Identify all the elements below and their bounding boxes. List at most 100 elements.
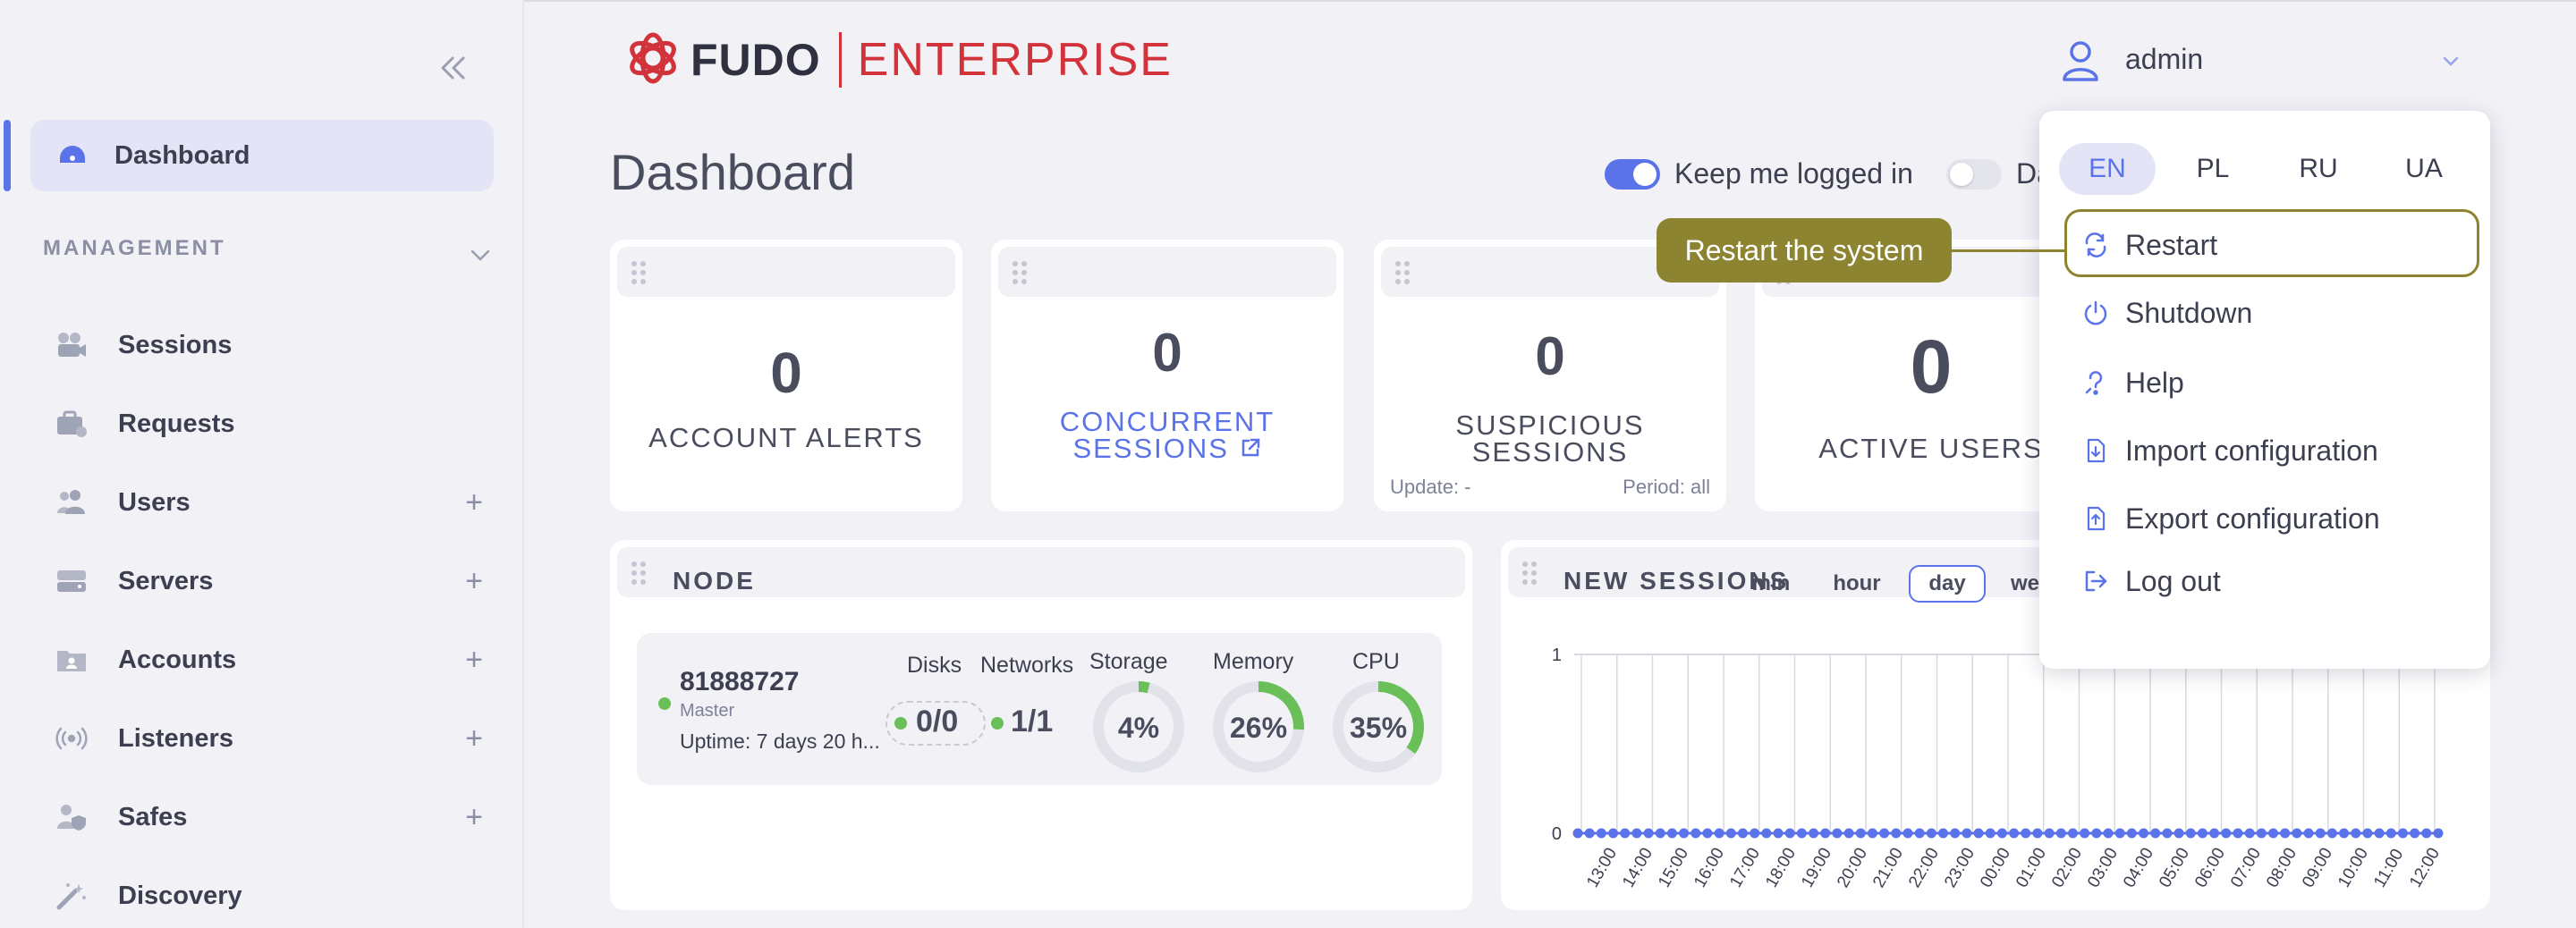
lang-pl-button[interactable]: PL xyxy=(2196,154,2230,183)
cpu-header: CPU xyxy=(1352,649,1400,674)
fudo-logo: FUDO ENTERPRISE xyxy=(626,29,1173,91)
card-drag-handle[interactable] xyxy=(998,247,1336,297)
sidebar-item-listeners[interactable]: Listeners + xyxy=(54,712,483,765)
concurrent-sessions-link[interactable]: SESSIONS xyxy=(991,429,1343,468)
restart-icon xyxy=(2080,230,2111,260)
log-out-menu-item[interactable]: Log out xyxy=(2080,554,2465,608)
suspicious-sessions-label-line2: SESSIONS xyxy=(1471,436,1629,468)
drag-handle-icon[interactable] xyxy=(1521,560,1538,586)
data-point xyxy=(1820,828,1831,839)
node-card: NODE 81888727 Master Uptime: 7 days 20 h… xyxy=(610,540,1472,910)
external-link-icon[interactable] xyxy=(1239,436,1262,460)
restart-menu-item[interactable]: Restart xyxy=(2080,218,2465,272)
card-drag-handle[interactable] xyxy=(617,247,955,297)
sidebar-item-users[interactable]: Users + xyxy=(54,476,483,529)
data-point xyxy=(1914,828,1925,839)
sidebar-item-sessions[interactable]: Sessions xyxy=(54,318,483,372)
active-users-value: 0 xyxy=(1910,325,1953,409)
keep-logged-in-toggle[interactable] xyxy=(1605,159,1660,190)
lang-ua-button[interactable]: UA xyxy=(2405,154,2443,183)
concurrent-sessions-link-line2[interactable]: SESSIONS xyxy=(1072,433,1229,464)
sidebar-item-label: Listeners xyxy=(118,723,233,753)
logo-mark-icon xyxy=(626,31,680,89)
data-point xyxy=(1702,828,1713,839)
x-tick-label: 17:00 xyxy=(1726,845,1764,891)
sidebar-item-label: Dashboard xyxy=(114,140,250,170)
collapse-sidebar-icon[interactable] xyxy=(433,48,472,88)
data-point xyxy=(2244,828,2255,839)
add-accounts-button[interactable]: + xyxy=(465,642,483,677)
range-hour-button[interactable]: hour xyxy=(1833,571,1881,595)
sidebar-item-accounts[interactable]: Accounts + xyxy=(54,633,483,687)
sidebar-item-discovery[interactable]: Discovery xyxy=(54,869,483,923)
drag-handle-icon[interactable] xyxy=(630,259,648,286)
users-icon xyxy=(54,485,89,520)
sidebar-item-label: Users xyxy=(118,487,191,517)
sidebar-item-servers[interactable]: Servers + xyxy=(54,554,483,608)
drag-handle-icon[interactable] xyxy=(630,560,648,586)
card-drag-handle[interactable] xyxy=(617,547,1465,597)
data-point xyxy=(2256,828,2267,839)
concurrent-sessions-link-line1[interactable]: CONCURRENT xyxy=(1059,406,1275,437)
data-point xyxy=(1690,828,1701,839)
export-configuration-menu-item[interactable]: Export configuration xyxy=(2080,492,2465,545)
y-tick-label: 0 xyxy=(1552,824,1562,844)
lang-ru-button[interactable]: RU xyxy=(2299,154,2338,183)
drag-handle-icon[interactable] xyxy=(1394,259,1411,286)
user-icon[interactable] xyxy=(2061,39,2100,82)
data-point xyxy=(1950,828,1961,839)
data-point xyxy=(2162,828,2173,839)
keep-logged-in-label: Keep me logged in xyxy=(1674,157,1913,190)
x-tick-label: 00:00 xyxy=(1977,845,2014,891)
briefcase-icon xyxy=(54,406,89,442)
networks-status-dot xyxy=(991,717,1004,730)
data-point xyxy=(1596,828,1606,839)
data-point xyxy=(2362,828,2373,839)
node-row[interactable]: 81888727 Master Uptime: 7 days 20 h... D… xyxy=(637,633,1442,785)
sidebar-item-requests[interactable]: Requests xyxy=(54,397,483,451)
secondary-toggle[interactable] xyxy=(1946,159,2002,190)
data-point xyxy=(2397,828,2408,839)
lang-en-button[interactable]: EN xyxy=(2059,143,2156,195)
shutdown-menu-item[interactable]: Shutdown xyxy=(2080,286,2465,340)
add-users-button[interactable]: + xyxy=(465,485,483,519)
node-role: Master xyxy=(680,701,735,721)
data-point xyxy=(2009,828,2020,839)
menu-item-label: Help xyxy=(2125,366,2184,399)
data-point xyxy=(2114,828,2125,839)
new-sessions-title: NEW SESSIONS xyxy=(1563,567,1790,595)
data-point xyxy=(1784,828,1795,839)
range-day-button[interactable]: day xyxy=(1909,565,1986,603)
restart-tooltip: Restart the system xyxy=(1657,218,1952,283)
data-point xyxy=(2268,828,2279,839)
import-configuration-menu-item[interactable]: Import configuration xyxy=(2080,424,2465,477)
range-min-button[interactable]: min xyxy=(1751,571,1791,595)
data-point xyxy=(1902,828,1913,839)
x-tick-label: 21:00 xyxy=(1869,845,1907,891)
active-indicator xyxy=(4,120,11,191)
sidebar-item-dashboard[interactable]: Dashboard xyxy=(30,120,494,191)
memory-gauge: 26% xyxy=(1211,679,1306,774)
active-users-label: ACTIVE USERS xyxy=(1818,433,2044,464)
chevron-down-icon[interactable] xyxy=(2438,48,2463,73)
add-listeners-button[interactable]: + xyxy=(465,721,483,755)
data-point xyxy=(1879,828,1890,839)
x-tick-label: 13:00 xyxy=(1583,845,1621,891)
help-menu-item[interactable]: Help xyxy=(2080,356,2465,409)
data-point xyxy=(2055,828,2066,839)
y-tick-label: 1 xyxy=(1552,645,1562,665)
range-week-button[interactable]: we xyxy=(2010,571,2039,595)
cpu-gauge: 35% xyxy=(1331,679,1426,774)
data-point xyxy=(1843,828,1854,839)
data-point xyxy=(1643,828,1654,839)
add-servers-button[interactable]: + xyxy=(465,563,483,598)
data-point xyxy=(1796,828,1807,839)
sidebar-item-safes[interactable]: Safes + xyxy=(54,790,483,844)
user-menu-name[interactable]: admin xyxy=(2125,43,2204,75)
sidebar-item-label: Requests xyxy=(118,409,235,438)
x-tick-label: 14:00 xyxy=(1619,845,1657,891)
menu-item-label: Log out xyxy=(2125,564,2221,597)
add-safes-button[interactable]: + xyxy=(465,799,483,834)
drag-handle-icon[interactable] xyxy=(1011,259,1029,286)
chevron-down-icon[interactable] xyxy=(467,241,494,268)
